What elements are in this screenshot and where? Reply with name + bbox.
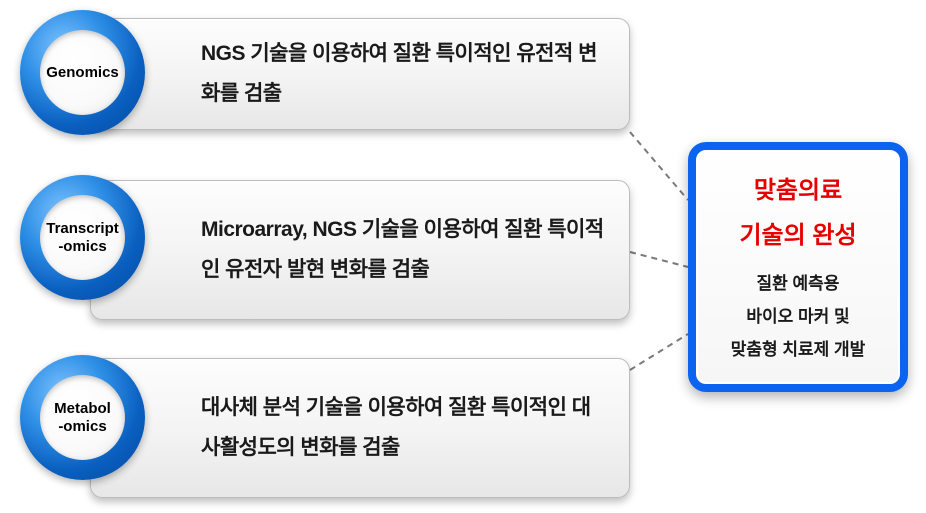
result-sub-line: 질환 예측용 <box>757 274 840 293</box>
result-sub-line: 바이오 마커 및 <box>746 307 849 326</box>
connector-line <box>630 252 688 267</box>
result-box: 맞춤의료 기술의 완성 질환 예측용 바이오 마커 및 맞춤형 치료제 개발 <box>688 142 908 392</box>
omics-desc: NGS 기술을 이용하여 질환 특이적인 유전적 변화를 검출 <box>201 34 605 114</box>
ring-metabolomics: Metabol-omics <box>20 355 145 480</box>
ring-label: Metabol-omics <box>54 400 111 436</box>
result-title-line: 기술의 완성 <box>739 222 856 249</box>
ring-label: Transcript-omics <box>46 220 119 256</box>
result-title: 맞춤의료 기술의 완성 <box>739 168 856 259</box>
diagram-canvas: NGS 기술을 이용하여 질환 특이적인 유전적 변화를 검출 Genomics… <box>0 0 926 513</box>
result-subtitle: 질환 예측용 바이오 마커 및 맞춤형 치료제 개발 <box>731 267 866 366</box>
omics-box-metabolomics: 대사체 분석 기술을 이용하여 질환 특이적인 대사활성도의 변화를 검출 <box>90 358 630 498</box>
ring-label: Genomics <box>46 64 119 82</box>
result-title-line: 맞춤의료 <box>754 177 842 204</box>
ring-transcriptomics: Transcript-omics <box>20 175 145 300</box>
result-sub-line: 맞춤형 치료제 개발 <box>731 340 866 359</box>
connector-line <box>630 132 688 200</box>
omics-box-transcriptomics: Microarray, NGS 기술을 이용하여 질환 특이적인 유전자 발현 … <box>90 180 630 320</box>
ring-genomics: Genomics <box>20 10 145 135</box>
omics-desc: Microarray, NGS 기술을 이용하여 질환 특이적인 유전자 발현 … <box>201 210 605 290</box>
omics-desc: 대사체 분석 기술을 이용하여 질환 특이적인 대사활성도의 변화를 검출 <box>201 388 605 468</box>
omics-box-genomics: NGS 기술을 이용하여 질환 특이적인 유전적 변화를 검출 <box>90 18 630 130</box>
connector-line <box>630 334 688 370</box>
